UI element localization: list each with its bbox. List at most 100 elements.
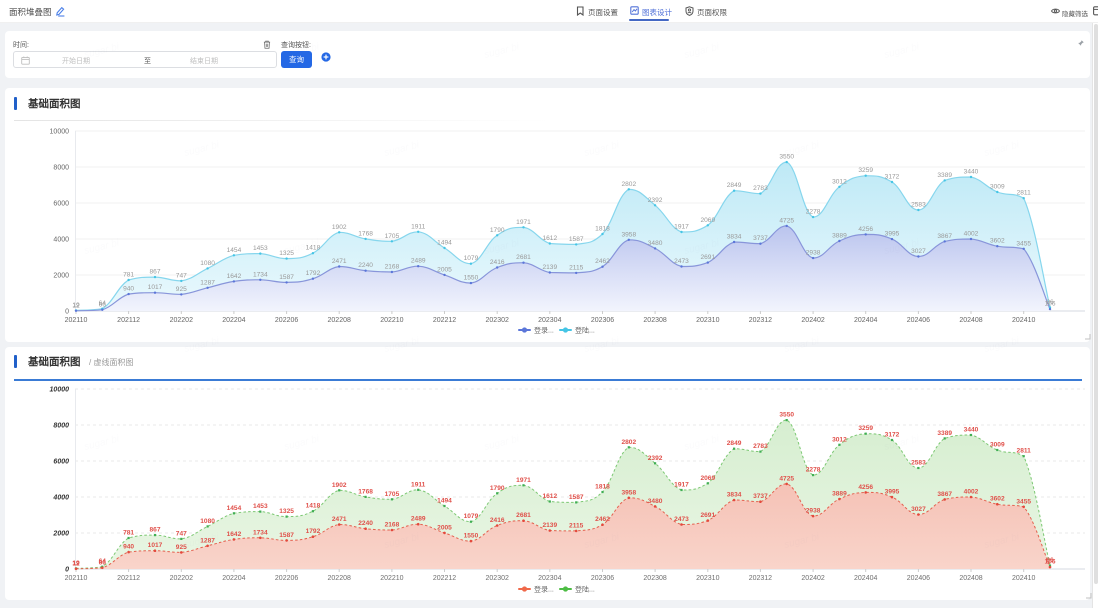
svg-text:106: 106 bbox=[1044, 301, 1055, 308]
svg-text:2691: 2691 bbox=[700, 512, 715, 519]
svg-text:2462: 2462 bbox=[595, 516, 610, 523]
svg-text:64: 64 bbox=[99, 558, 107, 565]
svg-text:202304: 202304 bbox=[538, 575, 561, 582]
svg-text:2240: 2240 bbox=[358, 520, 373, 527]
svg-text:3012: 3012 bbox=[832, 436, 847, 443]
svg-text:3737: 3737 bbox=[753, 493, 768, 500]
svg-text:2583: 2583 bbox=[911, 202, 926, 209]
svg-text:1287: 1287 bbox=[200, 537, 215, 544]
svg-text:1080: 1080 bbox=[200, 260, 215, 267]
svg-text:940: 940 bbox=[123, 544, 134, 551]
svg-text:1705: 1705 bbox=[385, 233, 400, 240]
svg-text:202210: 202210 bbox=[380, 575, 403, 582]
svg-text:4002: 4002 bbox=[964, 231, 979, 238]
svg-text:2115: 2115 bbox=[569, 264, 584, 271]
svg-text:3737: 3737 bbox=[753, 235, 768, 242]
svg-text:781: 781 bbox=[123, 530, 134, 537]
svg-text:1079: 1079 bbox=[464, 255, 479, 262]
svg-text:1911: 1911 bbox=[411, 481, 426, 488]
svg-text:4000: 4000 bbox=[53, 236, 69, 243]
svg-text:1325: 1325 bbox=[279, 250, 294, 257]
svg-text:2416: 2416 bbox=[490, 259, 505, 266]
svg-text:6000: 6000 bbox=[53, 458, 69, 465]
svg-text:1790: 1790 bbox=[490, 485, 505, 492]
svg-text:2168: 2168 bbox=[385, 522, 400, 529]
svg-text:202204: 202204 bbox=[222, 317, 245, 324]
svg-text:登陆...: 登陆... bbox=[575, 326, 595, 335]
svg-text:106: 106 bbox=[1044, 559, 1055, 566]
svg-text:867: 867 bbox=[149, 527, 160, 534]
svg-text:3867: 3867 bbox=[937, 233, 952, 240]
svg-text:2168: 2168 bbox=[385, 264, 400, 271]
svg-text:3389: 3389 bbox=[937, 172, 952, 179]
svg-text:3389: 3389 bbox=[937, 430, 952, 437]
svg-text:2471: 2471 bbox=[332, 516, 347, 523]
svg-text:1705: 1705 bbox=[385, 491, 400, 498]
svg-text:1792: 1792 bbox=[306, 270, 321, 277]
svg-text:2489: 2489 bbox=[411, 516, 426, 523]
svg-text:0: 0 bbox=[65, 566, 69, 573]
svg-text:86: 86 bbox=[1046, 557, 1054, 564]
svg-text:1971: 1971 bbox=[516, 477, 531, 484]
svg-text:2681: 2681 bbox=[516, 512, 531, 519]
svg-text:202310: 202310 bbox=[696, 575, 719, 582]
svg-text:12: 12 bbox=[72, 560, 80, 567]
svg-text:4002: 4002 bbox=[964, 489, 979, 496]
svg-text:2005: 2005 bbox=[437, 266, 452, 273]
svg-text:3480: 3480 bbox=[648, 498, 663, 505]
svg-text:2000: 2000 bbox=[53, 272, 69, 279]
svg-text:2489: 2489 bbox=[411, 258, 426, 265]
svg-text:登录...: 登录... bbox=[534, 585, 554, 594]
svg-text:1494: 1494 bbox=[437, 498, 452, 505]
svg-text:2278: 2278 bbox=[806, 467, 821, 474]
svg-text:3550: 3550 bbox=[779, 154, 794, 161]
svg-text:0: 0 bbox=[65, 308, 69, 315]
svg-text:1587: 1587 bbox=[569, 236, 584, 243]
svg-text:202208: 202208 bbox=[328, 575, 351, 582]
svg-text:2392: 2392 bbox=[648, 455, 663, 462]
svg-text:3995: 3995 bbox=[885, 231, 900, 238]
svg-text:1642: 1642 bbox=[227, 531, 242, 538]
svg-text:4256: 4256 bbox=[858, 484, 873, 491]
svg-text:3995: 3995 bbox=[885, 489, 900, 496]
svg-text:202204: 202204 bbox=[222, 575, 245, 582]
svg-text:1079: 1079 bbox=[464, 513, 479, 520]
svg-text:1418: 1418 bbox=[306, 245, 321, 252]
svg-text:202212: 202212 bbox=[433, 317, 456, 324]
svg-text:3889: 3889 bbox=[832, 491, 847, 498]
svg-text:1818: 1818 bbox=[595, 484, 610, 491]
svg-text:4725: 4725 bbox=[779, 475, 794, 482]
svg-text:202410: 202410 bbox=[1012, 575, 1035, 582]
svg-text:867: 867 bbox=[149, 269, 160, 276]
svg-text:1325: 1325 bbox=[279, 508, 294, 515]
svg-text:1792: 1792 bbox=[306, 528, 321, 535]
svg-text:3172: 3172 bbox=[885, 174, 900, 181]
svg-text:19: 19 bbox=[72, 560, 80, 567]
svg-text:202202: 202202 bbox=[170, 317, 193, 324]
svg-text:1017: 1017 bbox=[148, 284, 163, 291]
svg-text:3012: 3012 bbox=[832, 178, 847, 185]
svg-text:1911: 1911 bbox=[411, 223, 426, 230]
svg-text:2139: 2139 bbox=[542, 522, 557, 529]
svg-text:2938: 2938 bbox=[806, 508, 821, 515]
svg-text:1818: 1818 bbox=[595, 226, 610, 233]
svg-text:1587: 1587 bbox=[279, 274, 294, 281]
svg-text:1971: 1971 bbox=[516, 219, 531, 226]
svg-text:202310: 202310 bbox=[696, 317, 719, 324]
svg-text:2069: 2069 bbox=[700, 475, 715, 482]
svg-text:1453: 1453 bbox=[253, 503, 268, 510]
svg-text:202408: 202408 bbox=[959, 317, 982, 324]
svg-text:2691: 2691 bbox=[700, 254, 715, 261]
svg-text:10000: 10000 bbox=[50, 128, 70, 135]
svg-text:1453: 1453 bbox=[253, 245, 268, 252]
svg-text:202304: 202304 bbox=[538, 317, 561, 324]
svg-text:2849: 2849 bbox=[727, 182, 742, 189]
svg-text:2000: 2000 bbox=[52, 530, 69, 537]
svg-text:202206: 202206 bbox=[275, 575, 298, 582]
svg-text:3550: 3550 bbox=[779, 412, 794, 419]
svg-text:202306: 202306 bbox=[591, 575, 614, 582]
svg-text:3027: 3027 bbox=[911, 248, 926, 255]
svg-text:202408: 202408 bbox=[959, 575, 982, 582]
svg-text:2811: 2811 bbox=[1017, 448, 1032, 455]
svg-text:3455: 3455 bbox=[1016, 240, 1031, 247]
